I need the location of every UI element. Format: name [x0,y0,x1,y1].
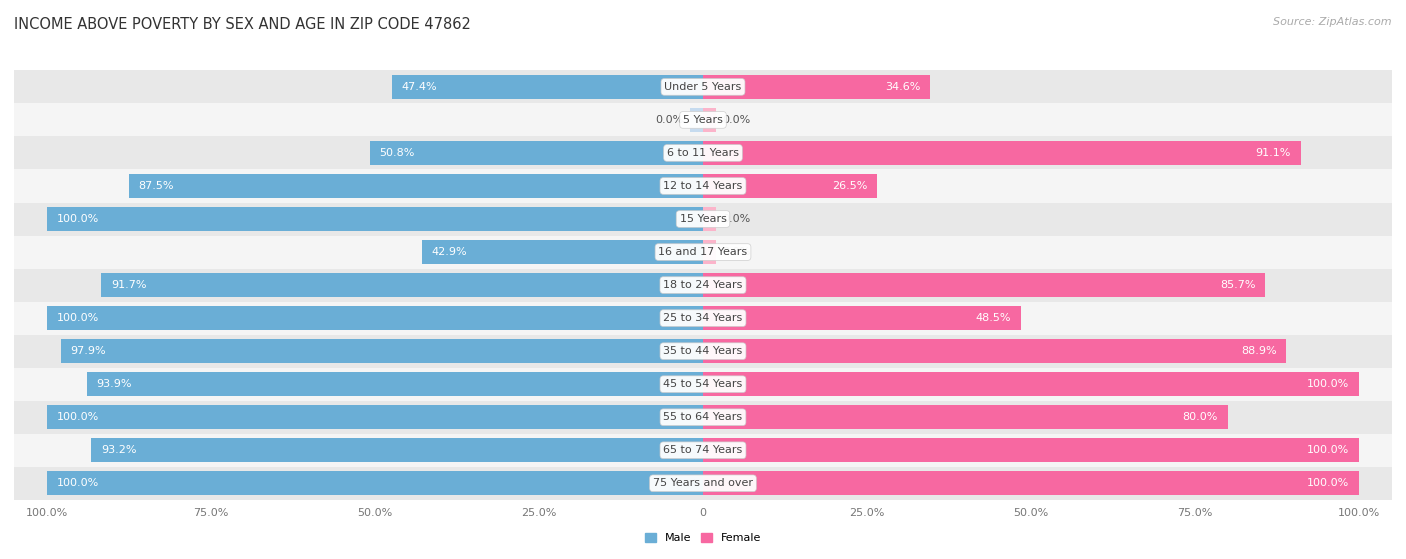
Bar [91,438,703,462]
Bar [703,405,1227,429]
Text: 6 to 11 Years: 6 to 11 Years [666,148,740,158]
Text: 65 to 74 Years: 65 to 74 Years [664,446,742,455]
Bar [690,108,703,132]
Bar [703,240,716,264]
Bar [703,339,1286,363]
Bar [0,268,1406,302]
Text: 91.7%: 91.7% [111,280,146,290]
Text: 97.9%: 97.9% [70,346,105,356]
Text: 80.0%: 80.0% [1182,412,1218,422]
Bar [703,141,1301,165]
Text: Source: ZipAtlas.com: Source: ZipAtlas.com [1274,17,1392,27]
Text: 100.0%: 100.0% [1308,479,1350,488]
Bar [46,207,703,231]
Text: 55 to 64 Years: 55 to 64 Years [664,412,742,422]
Bar [0,302,1406,335]
Bar [129,174,703,198]
Text: 16 and 17 Years: 16 and 17 Years [658,247,748,257]
Text: 12 to 14 Years: 12 to 14 Years [664,181,742,191]
Legend: Male, Female: Male, Female [641,529,765,548]
Text: 47.4%: 47.4% [402,82,437,92]
Bar [87,372,703,396]
Bar [392,75,703,99]
Bar [0,434,1406,467]
Text: 75 Years and over: 75 Years and over [652,479,754,488]
Text: 100.0%: 100.0% [56,214,98,224]
Bar [703,207,716,231]
Text: 48.5%: 48.5% [976,313,1011,323]
Bar [703,306,1021,330]
Text: 93.2%: 93.2% [101,446,136,455]
Text: 0.0%: 0.0% [723,115,751,125]
Text: 25 to 34 Years: 25 to 34 Years [664,313,742,323]
Text: 45 to 54 Years: 45 to 54 Years [664,379,742,389]
Bar [703,75,929,99]
Text: 93.9%: 93.9% [97,379,132,389]
Bar [703,372,1360,396]
Text: 0.0%: 0.0% [655,115,683,125]
Bar [46,306,703,330]
Text: 26.5%: 26.5% [832,181,868,191]
Bar [0,401,1406,434]
Text: 100.0%: 100.0% [56,313,98,323]
Text: 0.0%: 0.0% [723,214,751,224]
Bar [703,108,716,132]
Bar [422,240,703,264]
Text: 87.5%: 87.5% [139,181,174,191]
Bar [703,438,1360,462]
Bar [101,273,703,297]
Text: INCOME ABOVE POVERTY BY SEX AND AGE IN ZIP CODE 47862: INCOME ABOVE POVERTY BY SEX AND AGE IN Z… [14,17,471,32]
Text: 91.1%: 91.1% [1256,148,1291,158]
Bar [46,471,703,495]
Text: 88.9%: 88.9% [1241,346,1277,356]
Text: Under 5 Years: Under 5 Years [665,82,741,92]
Bar [46,405,703,429]
Text: 100.0%: 100.0% [1308,446,1350,455]
Bar [60,339,703,363]
Text: 5 Years: 5 Years [683,115,723,125]
Bar [0,70,1406,103]
Text: 100.0%: 100.0% [56,479,98,488]
Bar [703,273,1265,297]
Text: 0.0%: 0.0% [723,247,751,257]
Bar [0,467,1406,500]
Bar [370,141,703,165]
Bar [0,335,1406,368]
Text: 85.7%: 85.7% [1220,280,1256,290]
Bar [0,136,1406,169]
Bar [0,103,1406,136]
Text: 15 Years: 15 Years [679,214,727,224]
Text: 18 to 24 Years: 18 to 24 Years [664,280,742,290]
Bar [0,235,1406,268]
Text: 35 to 44 Years: 35 to 44 Years [664,346,742,356]
Text: 100.0%: 100.0% [1308,379,1350,389]
Text: 100.0%: 100.0% [56,412,98,422]
Text: 34.6%: 34.6% [884,82,920,92]
Bar [0,368,1406,401]
Bar [703,471,1360,495]
Bar [0,169,1406,202]
Text: 50.8%: 50.8% [380,148,415,158]
Text: 42.9%: 42.9% [432,247,467,257]
Bar [0,202,1406,235]
Bar [703,174,877,198]
